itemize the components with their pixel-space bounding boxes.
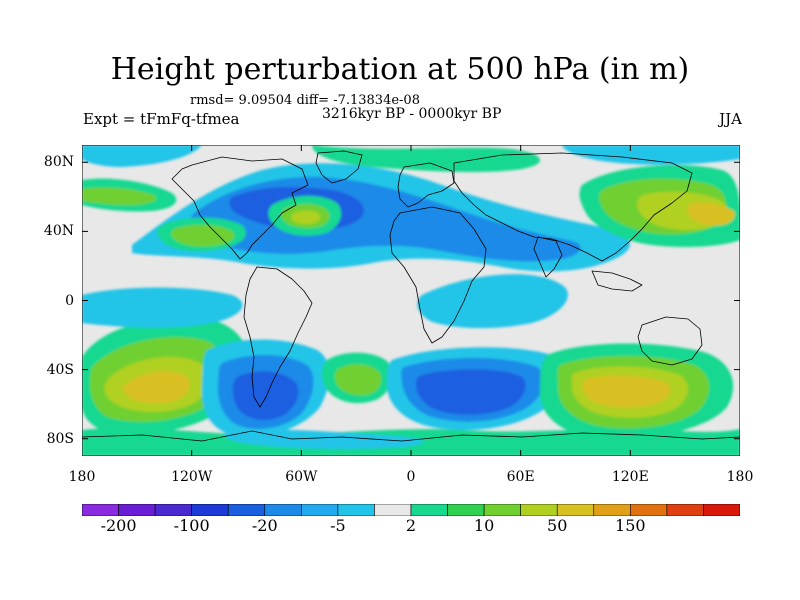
lon-label: 120E — [611, 469, 649, 485]
colorbar-swatch — [593, 504, 631, 516]
colorbar-label: -20 — [251, 516, 278, 535]
contour-tropical-indian-negative — [417, 274, 568, 329]
lat-label: 40N — [43, 223, 74, 240]
colorbar-swatch — [264, 504, 302, 516]
contour-arctic-east-negative — [562, 145, 740, 165]
coastline-antarctica — [82, 430, 740, 442]
coastline-greenland — [315, 150, 363, 184]
contour-east-pacific-positive-mid — [171, 224, 235, 247]
time-period-subtitle: 3216kyr BP - 0000kyr BP — [322, 106, 502, 122]
lat-label: 0 — [65, 292, 74, 309]
colorbar-label: 150 — [615, 516, 646, 535]
colorbar-swatch — [630, 504, 668, 516]
contour-south-indian-negative-core — [416, 369, 526, 415]
lon-label: 180 — [726, 469, 754, 485]
height-perturbation-map — [82, 145, 740, 456]
colorbar-label: 50 — [547, 516, 568, 535]
plot-title: Height perturbation at 500 hPa (in m) — [110, 52, 690, 87]
colorbar-swatch — [154, 504, 192, 516]
coastline-europe — [397, 162, 455, 208]
colorbar-label: -5 — [330, 516, 346, 535]
colorbar-swatch — [483, 504, 521, 516]
colorbar-label: 2 — [405, 516, 417, 535]
lon-label: 60W — [285, 469, 318, 485]
colorbar-swatch — [374, 504, 412, 516]
colorbar-label: -200 — [100, 516, 137, 535]
lat-label: 80N — [43, 154, 74, 171]
contour-south-atlantic-positive-mid — [334, 364, 382, 396]
colorbar-swatch — [82, 504, 119, 516]
coastline-asia — [453, 152, 693, 262]
colorbar-swatch — [191, 504, 229, 516]
colorbar-swatch — [556, 504, 595, 516]
coastline-africa — [389, 206, 487, 344]
lat-label: 40S — [46, 361, 74, 378]
contour-west-pacific-positive-mid — [82, 187, 157, 206]
lon-label: 0 — [406, 469, 416, 485]
axis-ticks — [82, 145, 740, 456]
colorbar-swatch — [301, 504, 339, 516]
lat-label: 80S — [46, 430, 74, 447]
colorbar-swatch — [410, 504, 448, 516]
colorbar — [82, 504, 740, 516]
lon-label: 120W — [171, 469, 213, 485]
rmsd-diff-stats: rmsd= 9.09504 diff= -7.13834e-08 — [190, 93, 420, 108]
contour-south-america-negative-core — [232, 371, 299, 420]
lon-label: 60E — [506, 469, 535, 485]
colorbar-swatch — [666, 504, 704, 516]
experiment-label: Expt = tFmFq-tfmea — [83, 110, 240, 128]
lon-label: 180 — [68, 469, 96, 485]
season-label: JJA — [719, 110, 742, 128]
coastline-australia — [637, 316, 703, 366]
contour-fill-layer — [82, 145, 740, 456]
colorbar-swatch — [227, 504, 266, 516]
contour-australia-positive-peak — [582, 375, 671, 408]
colorbar-label: 10 — [473, 516, 495, 535]
contour-south-pacific-positive-peak — [123, 371, 190, 404]
coastline-layer — [82, 150, 740, 442]
colorbar-label: -100 — [173, 516, 210, 535]
contour-antarctic-negative — [224, 429, 424, 450]
coastline-north-america — [171, 156, 309, 260]
colorbar-swatch — [703, 504, 740, 516]
contour-tropical-east-pacific-negative — [82, 287, 243, 328]
contour-arctic-negative — [82, 145, 202, 167]
coastline-south-america — [243, 266, 313, 408]
colorbar-swatch — [520, 504, 558, 516]
colorbar-swatch — [337, 504, 375, 516]
coastline-maritime-continent — [591, 270, 643, 292]
colorbar-swatch — [118, 504, 156, 516]
contour-arctic-positive — [312, 145, 541, 173]
contour-north-pacific-positive-peak — [687, 202, 735, 226]
coastline-indian-subcontinent — [533, 236, 563, 278]
colorbar-swatch — [447, 504, 485, 516]
contour-north-atlantic-positive-core — [291, 210, 321, 225]
